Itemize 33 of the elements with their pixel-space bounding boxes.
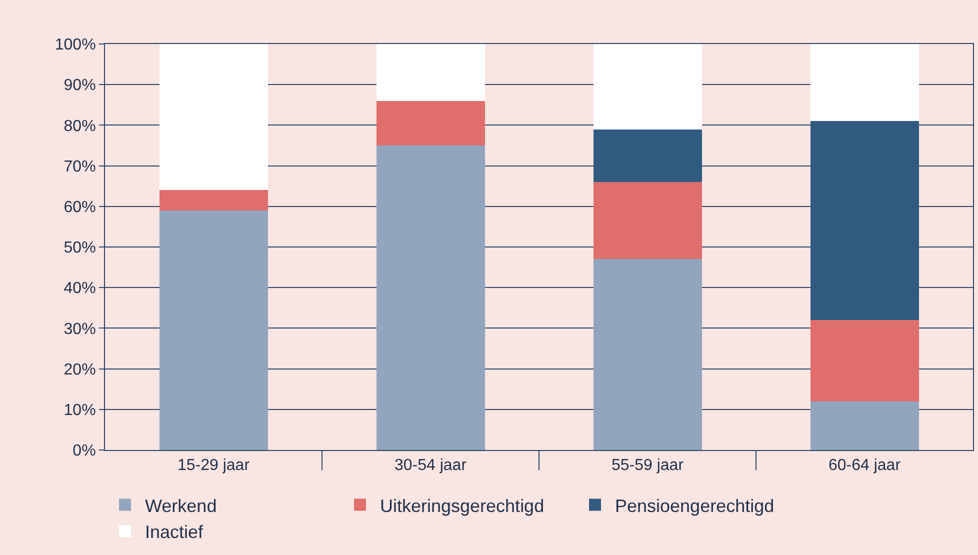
bar: [376, 100, 485, 146]
bar: [159, 210, 268, 450]
y-tick-label: 90%: [64, 77, 96, 94]
bar: [810, 44, 919, 122]
legend-label: Werkend: [145, 496, 217, 516]
y-tick-label: 0%: [72, 442, 96, 460]
bar: [593, 129, 702, 182]
y-tick-label: 10%: [64, 402, 96, 419]
y-tick-label: 20%: [64, 361, 96, 378]
legend-label: Pensioengerechtigd: [615, 496, 774, 516]
y-tick-label: 40%: [64, 280, 96, 298]
x-tick-label: 30-54 jaar: [394, 457, 468, 474]
bar: [810, 401, 919, 450]
bar: [376, 146, 485, 450]
bar: [593, 44, 702, 130]
y-tick-label: 80%: [64, 118, 96, 135]
y-tick-label: 60%: [64, 199, 96, 216]
y-tick-label: 100%: [54, 36, 96, 54]
x-tick-label: 60-64 jaar: [828, 457, 902, 474]
x-tick-label: 15-29 jaar: [177, 457, 250, 474]
x-tick-label: 55-59 jaar: [611, 457, 684, 474]
bar: [159, 190, 268, 210]
y-tick-label: 70%: [64, 158, 96, 176]
bar: [376, 44, 485, 101]
legend-label: Inactief: [145, 522, 204, 542]
bar: [593, 182, 702, 260]
bar: [810, 320, 919, 402]
bar: [810, 121, 919, 320]
y-tick-label: 50%: [64, 240, 96, 257]
bar: [159, 44, 268, 190]
legend-label: Uitkeringsgerechtigd: [380, 496, 544, 516]
bar: [593, 259, 702, 450]
y-tick-label: 30%: [64, 320, 96, 338]
